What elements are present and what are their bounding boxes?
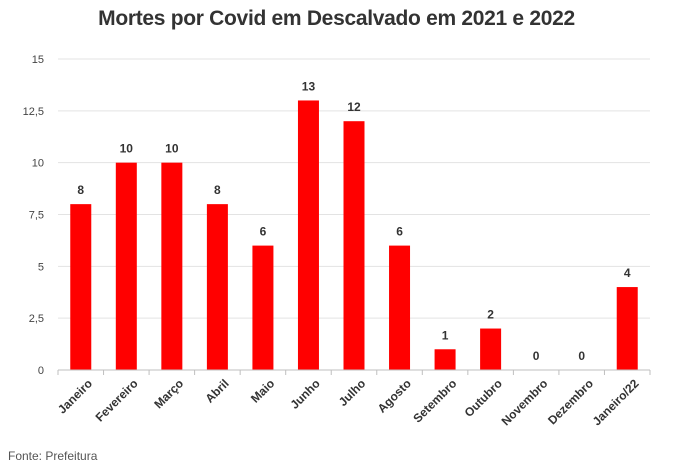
bar	[70, 204, 92, 370]
data-label: 8	[214, 183, 221, 197]
data-label: 8	[77, 183, 84, 197]
x-tick-label: Novembro	[499, 376, 551, 428]
bar	[389, 245, 411, 370]
data-label: 12	[347, 100, 361, 114]
x-tick-label: Abril	[202, 376, 231, 405]
bar	[206, 204, 228, 370]
data-label: 4	[624, 266, 631, 280]
x-tick-label: Outubro	[462, 376, 505, 419]
y-tick-label: 12,5	[23, 106, 44, 118]
y-tick-label: 7,5	[29, 210, 44, 222]
source-note: Fonte: Prefeitura	[8, 449, 98, 463]
chart-title: Mortes por Covid em Descalvado em 2021 e…	[98, 7, 575, 30]
bar	[343, 121, 365, 370]
data-label: 6	[396, 225, 403, 239]
y-tick-label: 10	[32, 158, 44, 170]
data-label: 2	[487, 308, 494, 322]
bar	[161, 162, 183, 370]
y-axis: 0 2,5 5 7,5 10 12,5 15	[23, 54, 44, 377]
y-tick-label: 0	[38, 365, 44, 377]
y-tick-label: 5	[38, 261, 44, 273]
data-label: 0	[578, 349, 585, 363]
data-label: 13	[302, 79, 316, 93]
x-tick-label: Fevereiro	[93, 376, 141, 424]
x-tick-label: Dezembro	[545, 376, 596, 427]
bar	[434, 349, 456, 370]
x-tick-label: Setembro	[410, 376, 459, 425]
x-tick-label: Janeiro/22	[590, 376, 642, 428]
data-label: 1	[442, 328, 449, 342]
bar	[252, 245, 274, 370]
data-label: 10	[165, 142, 179, 156]
x-tick-label: Julho	[336, 376, 369, 409]
bars	[70, 100, 638, 370]
bar	[297, 100, 319, 370]
y-tick-label: 2,5	[29, 313, 44, 325]
data-label: 10	[120, 142, 134, 156]
bar	[480, 328, 502, 370]
x-tick-label: Maio	[248, 376, 277, 405]
data-label: 0	[533, 349, 540, 363]
x-tick-label: Março	[151, 376, 186, 411]
x-tick-label: Agosto	[375, 376, 414, 415]
bar	[616, 287, 638, 370]
bar	[115, 162, 137, 370]
x-tick-label: Junho	[287, 376, 322, 411]
x-tick-label: Janeiro	[55, 376, 95, 416]
y-tick-label: 15	[32, 54, 44, 66]
data-label: 6	[260, 225, 267, 239]
